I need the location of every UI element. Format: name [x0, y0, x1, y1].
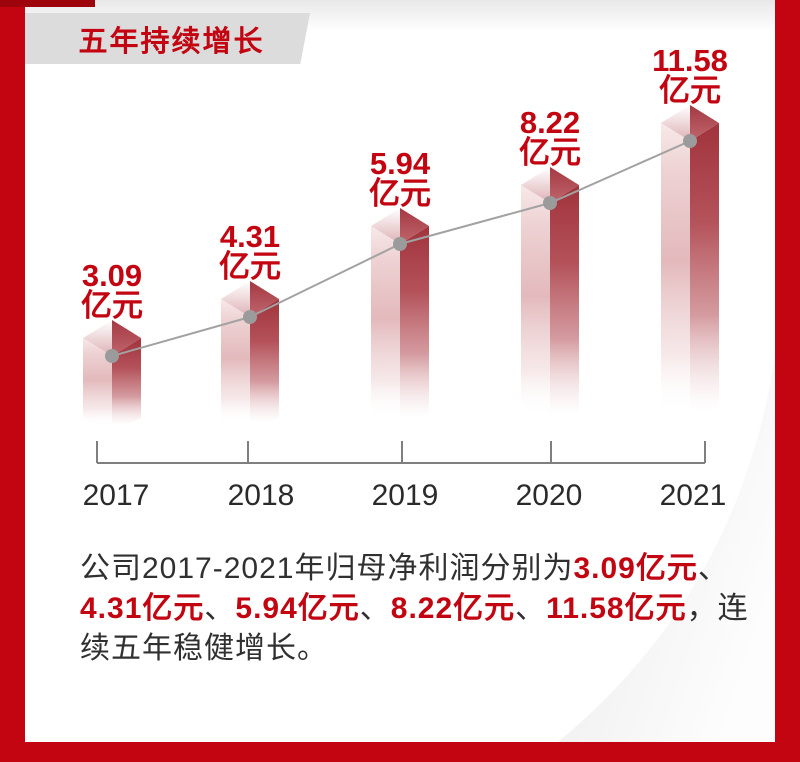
- paragraph-text: 、: [697, 552, 729, 585]
- paragraph-text: 、: [515, 592, 547, 625]
- bar-left-face: [521, 185, 550, 432]
- top-accent-stub: [0, 0, 95, 7]
- paragraph-text: 、: [204, 592, 236, 625]
- paragraph-line-1: 公司2017-2021年归母净利润分别为3.09亿元、: [80, 549, 749, 589]
- highlight-value: 8.22亿元: [390, 592, 516, 625]
- trendline-group: [105, 134, 697, 363]
- left-border-bar: [0, 0, 25, 762]
- background-swoosh: [558, 355, 775, 742]
- bar-top-left-facet: [221, 281, 250, 317]
- x-axis-group: [96, 441, 706, 464]
- trendline-dot: [393, 237, 407, 251]
- bar-value-label: 11.58: [652, 43, 728, 78]
- bar-right-face: [690, 123, 719, 432]
- bar-unit-label: 亿元: [659, 73, 721, 108]
- year-label-2019: 2019: [372, 479, 439, 512]
- bar-2017: [83, 320, 141, 432]
- year-label-2018: 2018: [228, 479, 295, 512]
- bar-2020: [521, 167, 579, 432]
- bar-top-right-facet: [400, 208, 429, 244]
- title-badge-label: 五年持续增长: [78, 25, 265, 58]
- trendline-dot: [543, 196, 557, 210]
- bar-2019: [371, 208, 429, 432]
- bar-right-face: [112, 338, 141, 432]
- bar-left-face: [661, 123, 690, 432]
- bar-top-left-facet: [661, 105, 690, 141]
- bar-right-face: [250, 299, 279, 432]
- title-badge: 五年持续增长: [25, 13, 310, 64]
- highlight-value: 11.58亿元: [546, 592, 687, 625]
- bar-top-left-facet: [371, 208, 400, 244]
- bar-unit-label: 亿元: [81, 288, 143, 323]
- year-label-2020: 2020: [516, 479, 583, 512]
- bar-value-label: 5.94: [370, 146, 431, 181]
- bar-value-label: 3.09: [82, 258, 142, 293]
- bar-unit-label: 亿元: [369, 176, 431, 211]
- bar-left-face: [83, 338, 112, 432]
- bar-top-right-facet: [112, 320, 141, 356]
- highlight-value: 3.09亿元: [573, 552, 698, 585]
- bar-top-right-facet: [250, 281, 279, 317]
- bar-top-right-facet: [550, 167, 579, 203]
- paragraph-text: 公司2017-2021年归母净利润分别为: [80, 552, 574, 585]
- paragraph-text: 续五年稳健增长。: [80, 632, 328, 665]
- bar-2021: [661, 105, 719, 432]
- bar-left-face: [371, 226, 400, 432]
- paragraph-line-3: 续五年稳健增长。: [80, 629, 749, 669]
- bar-unit-label: 亿元: [519, 135, 581, 170]
- bottom-border-bar: [0, 742, 800, 762]
- year-label-2017: 2017: [83, 479, 150, 512]
- bar-left-face: [221, 299, 250, 432]
- year-label-2021: 2021: [660, 479, 727, 512]
- bar-2018: [221, 281, 279, 432]
- right-border-bar: [775, 0, 800, 762]
- bar-value-label: 4.31: [220, 219, 280, 254]
- bar-right-face: [550, 185, 579, 432]
- bar-unit-label: 亿元: [219, 249, 281, 284]
- bar-value-label: 8.22: [520, 105, 580, 140]
- trendline-dot: [683, 134, 697, 148]
- paragraph-text: ，连: [686, 592, 749, 625]
- bar-top-right-facet: [690, 105, 719, 141]
- bar-top-left-facet: [83, 320, 112, 356]
- trendline-dot: [243, 310, 257, 324]
- bars-group: [83, 105, 719, 432]
- summary-paragraph: 公司2017-2021年归母净利润分别为3.09亿元、 4.31亿元、5.94亿…: [80, 549, 749, 669]
- bar-top-left-facet: [521, 167, 550, 203]
- paragraph-text: 、: [359, 592, 391, 625]
- highlight-value: 5.94亿元: [235, 592, 360, 625]
- trendline-dot: [105, 349, 119, 363]
- paragraph-line-2: 4.31亿元、5.94亿元、8.22亿元、11.58亿元，连: [80, 589, 749, 629]
- bar-right-face: [400, 226, 429, 432]
- highlight-value: 4.31亿元: [80, 592, 205, 625]
